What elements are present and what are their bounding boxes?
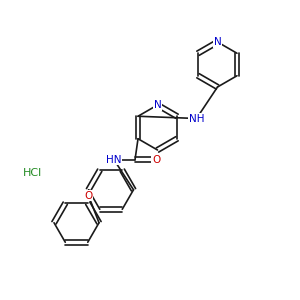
Text: N: N (214, 37, 221, 47)
Text: HCl: HCl (23, 167, 43, 178)
Text: O: O (84, 191, 93, 201)
Text: NH: NH (189, 113, 204, 124)
Text: O: O (152, 155, 160, 165)
Text: N: N (154, 100, 161, 110)
Text: HN: HN (106, 155, 122, 165)
